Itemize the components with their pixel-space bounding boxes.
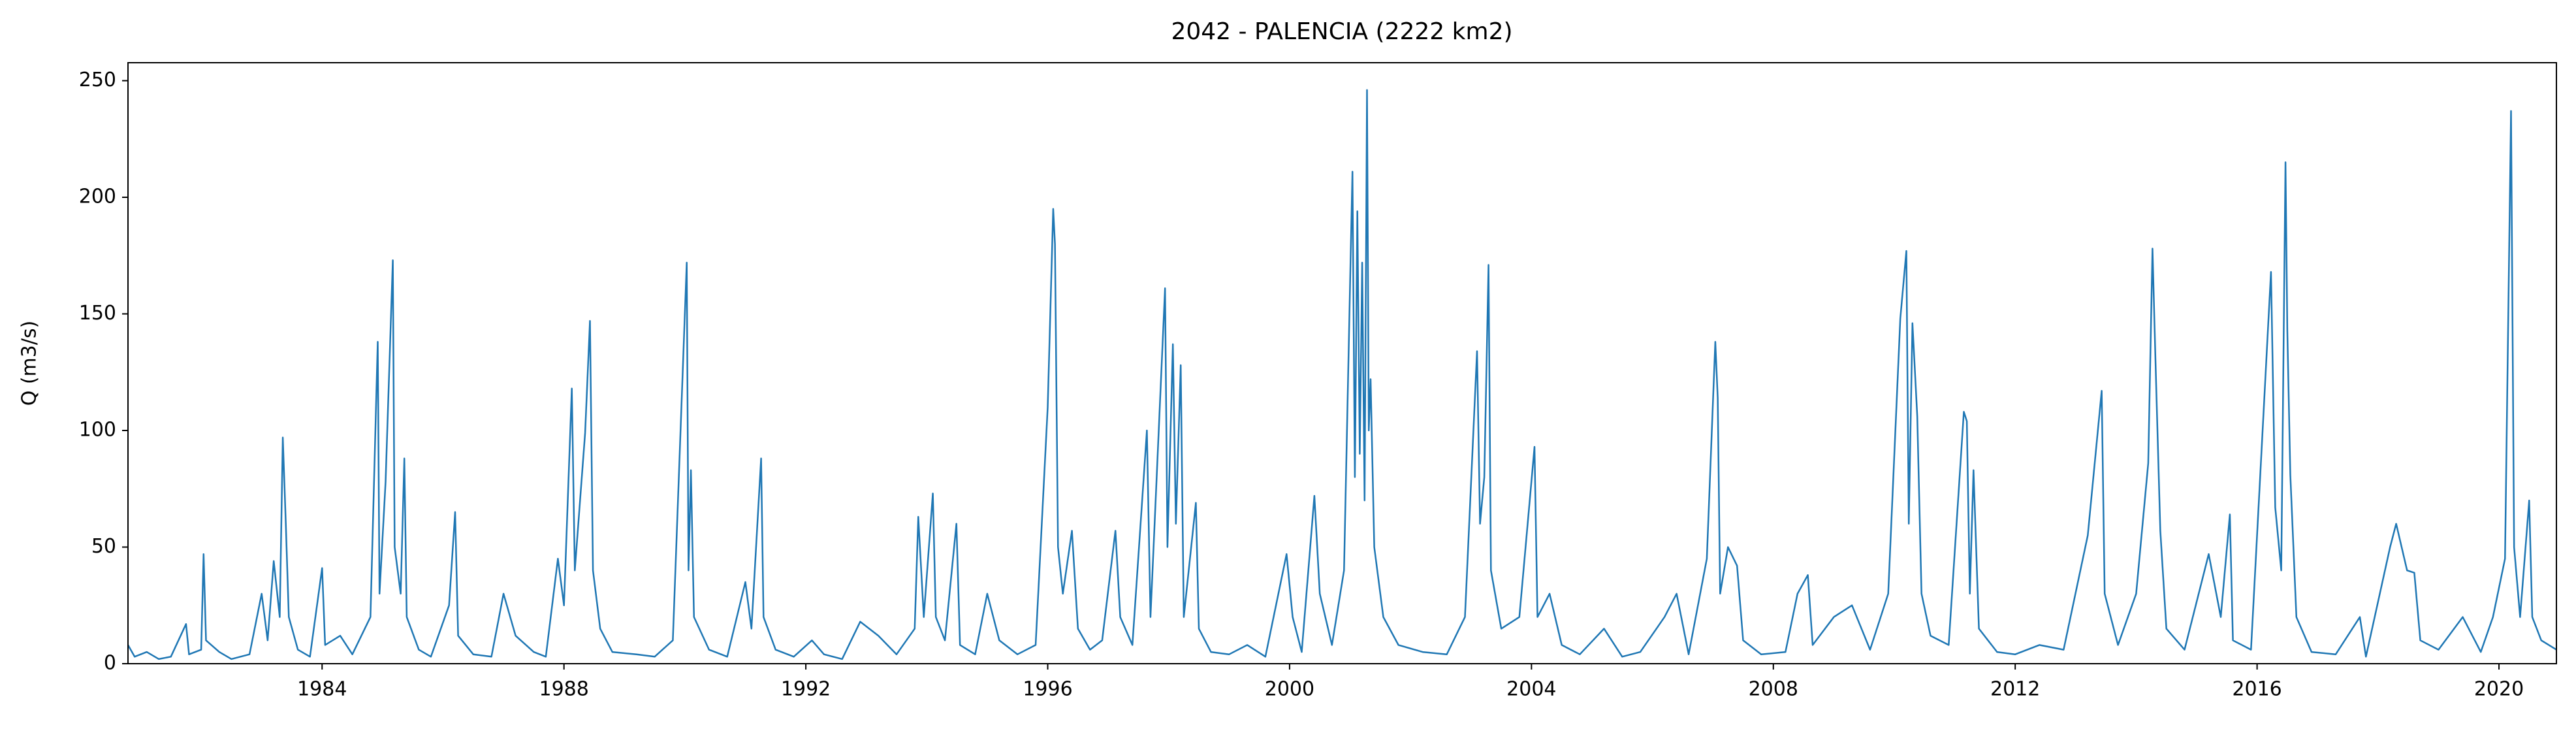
y-tick-label: 0 xyxy=(104,652,116,675)
x-tick-label: 2012 xyxy=(1990,678,2040,701)
chart-title: 2042 - PALENCIA (2222 km2) xyxy=(1171,18,1512,45)
x-tick-label: 1984 xyxy=(297,678,347,701)
y-tick-label: 200 xyxy=(79,185,116,208)
data-line xyxy=(127,89,2557,660)
y-tick-label: 100 xyxy=(79,418,116,441)
y-tick-label: 50 xyxy=(91,535,116,558)
y-axis-label: Q (m3/s) xyxy=(18,321,41,406)
y-tick-label: 250 xyxy=(79,69,116,91)
x-tick-label: 1992 xyxy=(781,678,831,701)
plot-frame xyxy=(127,62,2557,664)
x-tick-label: 2008 xyxy=(1749,678,1798,701)
x-tick-label: 2004 xyxy=(1506,678,1556,701)
y-tick-label: 150 xyxy=(79,302,116,325)
x-tick-label: 2020 xyxy=(2474,678,2524,701)
x-tick-label: 1996 xyxy=(1023,678,1072,701)
x-tick-label: 2000 xyxy=(1265,678,1314,701)
x-tick-label: 1988 xyxy=(539,678,588,701)
x-tick-label: 2016 xyxy=(2232,678,2282,701)
